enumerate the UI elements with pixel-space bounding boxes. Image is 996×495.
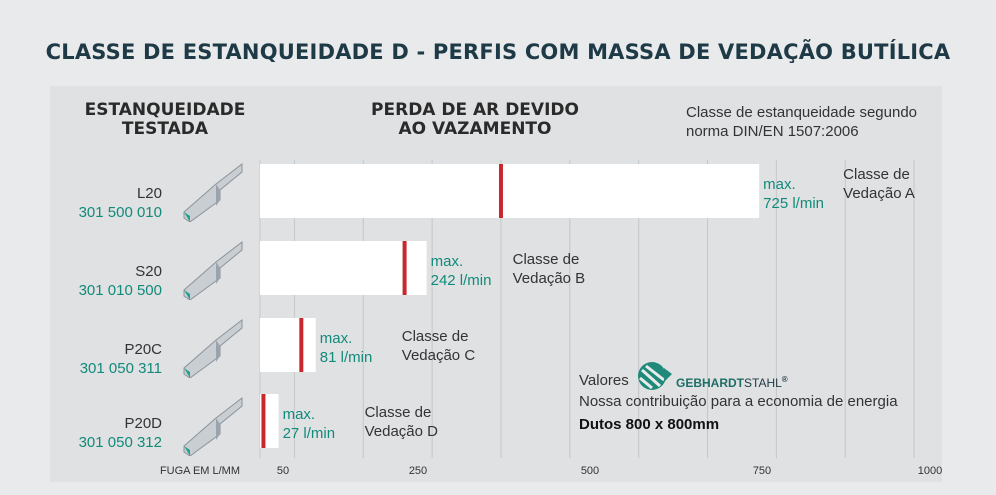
row-label-p20c: P20C 301 050 311 bbox=[52, 340, 162, 378]
bar-marker bbox=[498, 164, 503, 218]
bar bbox=[260, 164, 760, 218]
class-label: Classe de Vedação A bbox=[843, 166, 915, 202]
row-code: 301 050 312 bbox=[78, 434, 162, 451]
standard-note-line2: norma DIN/EN 1507:2006 bbox=[686, 123, 859, 140]
brand-name-a: GEBHARDT bbox=[676, 376, 744, 390]
x-axis-title: FUGA EM L/MM bbox=[160, 465, 240, 477]
bar-marker bbox=[299, 318, 304, 372]
row-code: 301 010 500 bbox=[78, 282, 162, 299]
class-label: Classe de Vedação B bbox=[513, 251, 586, 287]
brand-name-b: STAHL bbox=[744, 376, 782, 390]
row-name: P20C bbox=[124, 341, 162, 358]
value-label: max. 81 l/min bbox=[320, 330, 373, 366]
bar-marker bbox=[261, 394, 266, 448]
profile-p20c-image bbox=[183, 318, 243, 378]
values-label: Valores bbox=[579, 372, 629, 389]
row-name: L20 bbox=[136, 185, 162, 202]
x-tick-label: 500 bbox=[581, 465, 599, 477]
header-leak-line1: PERDA DE AR DEVIDO bbox=[371, 100, 579, 120]
bar bbox=[260, 241, 427, 295]
row-code: 301 050 311 bbox=[79, 360, 162, 377]
header-leak-line2: AO VAZAMENTO bbox=[398, 119, 552, 139]
contribution-text: Nossa contribuição para a economia de en… bbox=[579, 393, 898, 410]
row-label-p20d: P20D 301 050 312 bbox=[52, 414, 162, 452]
duct-size-text: Dutos 800 x 800mm bbox=[579, 416, 720, 433]
class-label: Classe de Vedação D bbox=[365, 404, 439, 440]
class-label: Classe de Vedação C bbox=[402, 328, 476, 364]
bar-marker bbox=[402, 241, 407, 295]
profile-p20d-image bbox=[183, 396, 243, 456]
bar bbox=[260, 318, 316, 372]
profile-l20-image bbox=[183, 162, 243, 222]
x-tick-label: 50 bbox=[277, 465, 289, 477]
row-name: P20D bbox=[124, 415, 162, 432]
value-label: max. 242 l/min bbox=[431, 253, 492, 289]
header-tested-line1: ESTANQUEIDADE bbox=[84, 100, 246, 120]
x-tick-label: 750 bbox=[753, 465, 771, 477]
row-name: S20 bbox=[135, 263, 162, 280]
brand-name: GEBHARDTSTAHL® bbox=[676, 375, 788, 390]
standard-note: Classe de estanqueidade segundo norma DI… bbox=[686, 103, 917, 141]
x-tick-label: 250 bbox=[409, 465, 427, 477]
brand-registered: ® bbox=[781, 375, 788, 384]
header-leak: PERDA DE AR DEVIDO AO VAZAMENTO bbox=[355, 101, 595, 139]
standard-note-line1: Classe de estanqueidade segundo bbox=[686, 104, 918, 121]
value-label: max. 27 l/min bbox=[283, 406, 336, 442]
header-tested-line2: TESTADA bbox=[121, 119, 209, 139]
header-tested: ESTANQUEIDADE TESTADA bbox=[80, 101, 250, 139]
page-title: CLASSE DE ESTANQUEIDADE D - PERFIS COM M… bbox=[45, 40, 951, 64]
row-code: 301 500 010 bbox=[78, 204, 162, 221]
profile-s20-image bbox=[183, 240, 243, 300]
gebhardt-logo-icon bbox=[638, 362, 672, 390]
row-label-l20: L20 301 500 010 bbox=[52, 184, 162, 222]
value-label: max. 725 l/min bbox=[763, 176, 824, 212]
x-tick-label: 1000 bbox=[918, 465, 942, 477]
row-label-s20: S20 301 010 500 bbox=[52, 262, 162, 300]
